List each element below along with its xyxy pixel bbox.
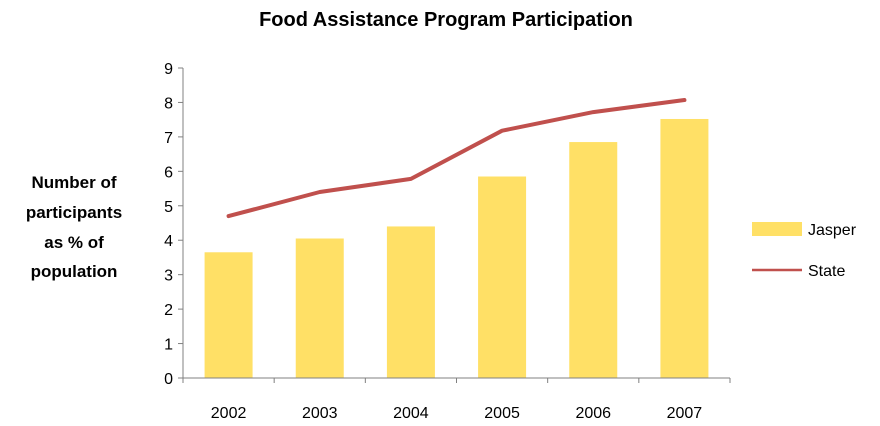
bar-jasper-2007 (660, 118, 709, 378)
y-tick-label: 5 (164, 199, 173, 216)
y-axis-title-line-1: Number of (32, 173, 117, 192)
y-tick-label: 7 (164, 130, 173, 147)
bar-jasper-2002 (204, 252, 253, 378)
bar-jasper-2004 (386, 226, 435, 378)
y-axis-title-line-2: participants (26, 203, 122, 222)
bar-jasper-2006 (569, 142, 618, 378)
legend-swatch-jasper (752, 222, 802, 236)
y-axis-title: Number of participants as % of populatio… (26, 173, 122, 281)
y-axis-title-line-4: population (31, 262, 118, 281)
y-tick-label: 6 (164, 164, 173, 181)
x-tick-label: 2002 (211, 405, 247, 422)
legend-label-state: State (808, 263, 845, 280)
x-tick-label: 2006 (575, 405, 611, 422)
legend: Jasper State (752, 222, 857, 280)
line-state (226, 98, 687, 219)
legend-label-jasper: Jasper (808, 222, 857, 239)
bar-series (204, 118, 709, 378)
x-tick-label: 2005 (484, 405, 520, 422)
y-tick-label: 8 (164, 95, 173, 112)
y-tick-label: 9 (164, 61, 173, 78)
line-series (226, 98, 687, 219)
bar-jasper-2003 (295, 238, 344, 378)
y-axis: 0 1 2 3 4 5 6 7 8 9 (164, 61, 184, 388)
y-tick-label: 3 (164, 268, 173, 285)
x-tick-label: 2004 (393, 405, 429, 422)
y-tick-label: 1 (164, 337, 173, 354)
y-tick-label: 0 (164, 371, 173, 388)
y-tick-label: 4 (164, 233, 173, 250)
y-tick-label: 2 (164, 302, 173, 319)
x-axis: 2002 2003 2004 2005 2006 2007 (182, 377, 731, 422)
bar-jasper-2005 (478, 176, 527, 378)
y-axis-title-line-3: as % of (44, 233, 104, 252)
x-tick-label: 2003 (302, 405, 338, 422)
chart-title: Food Assistance Program Participation (259, 9, 633, 31)
x-tick-label: 2007 (667, 405, 703, 422)
